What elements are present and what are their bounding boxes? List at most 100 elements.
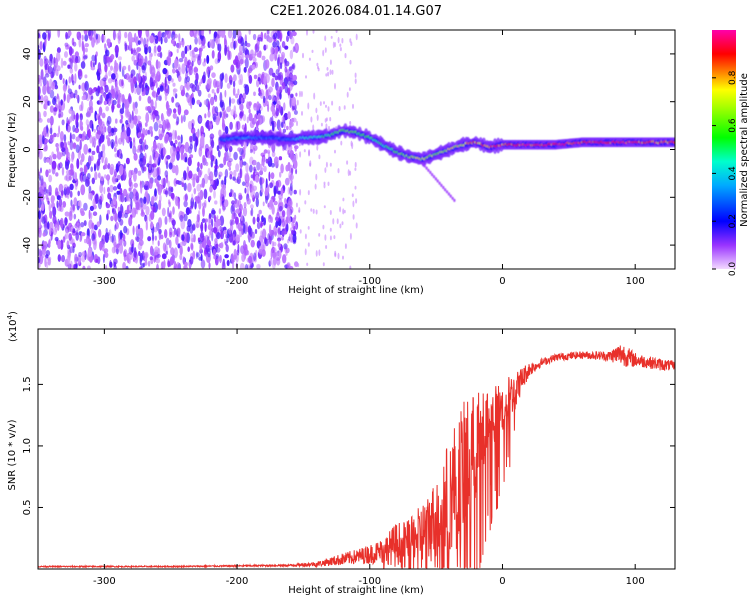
noise-blob (194, 36, 198, 45)
noise-blob (104, 174, 107, 179)
track-tail (438, 181, 441, 185)
noise-blob (207, 150, 211, 159)
noise-blob (269, 229, 272, 237)
noise-blob (279, 205, 283, 212)
noise-blob (176, 151, 180, 161)
noise-blob (49, 115, 54, 126)
x-tick-label: -200 (226, 276, 249, 287)
noise-blob (193, 188, 197, 195)
noise-blob (261, 215, 264, 223)
noise-blob (140, 184, 143, 194)
noise-blob (199, 135, 205, 147)
noise-blob (157, 87, 161, 95)
noise-blob (203, 71, 206, 81)
noise-blob (281, 236, 284, 241)
noise-blob (177, 63, 181, 71)
noise-blob (97, 85, 101, 94)
noise-blob (248, 255, 252, 264)
noise-blob (120, 153, 123, 160)
noise-blob (335, 30, 338, 33)
noise-blob (208, 195, 212, 201)
noise-blob (212, 113, 217, 121)
noise-blob (121, 79, 124, 87)
noise-blob (107, 178, 110, 186)
noise-blob (115, 118, 118, 124)
noise-blob (51, 151, 55, 157)
noise-blob (148, 164, 152, 171)
noise-blob (188, 65, 193, 76)
noise-blob (132, 145, 137, 155)
noise-blob (114, 62, 119, 72)
noise-blob (355, 198, 358, 204)
noise-blob (181, 145, 185, 155)
noise-blob (207, 110, 211, 118)
noise-blob (157, 95, 162, 101)
noise-blob (234, 216, 239, 225)
noise-blob (195, 195, 201, 204)
noise-blob (66, 240, 70, 249)
noise-blob (175, 180, 180, 185)
noise-blob (210, 150, 213, 161)
noise-blob (262, 156, 265, 168)
noise-blob (131, 55, 135, 62)
noise-blob (176, 116, 180, 125)
noise-blob (306, 262, 309, 266)
noise-blob (231, 203, 236, 212)
noise-blob (47, 65, 53, 75)
noise-blob (200, 221, 204, 233)
noise-blob (96, 145, 100, 154)
noise-blob (189, 256, 194, 265)
noise-blob (128, 37, 133, 43)
track-tail (423, 164, 426, 168)
noise-blob (165, 187, 168, 198)
noise-blob (128, 177, 132, 187)
track-tail (440, 183, 443, 187)
noise-blob (73, 197, 78, 207)
noise-blob (126, 126, 131, 137)
noise-blob (226, 106, 232, 113)
noise-blob (342, 197, 345, 202)
noise-blob (114, 212, 118, 223)
noise-blob (119, 229, 123, 240)
noise-blob (349, 59, 352, 65)
noise-blob (61, 119, 65, 126)
noise-blob (145, 30, 150, 38)
noise-blob (198, 47, 203, 52)
noise-blob (117, 206, 121, 212)
colorbar-tick-label: 0.2 (728, 214, 738, 228)
noise-blob (147, 236, 152, 242)
noise-blob (227, 30, 233, 39)
noise-blob (163, 147, 167, 156)
noise-blob (200, 78, 203, 84)
noise-blob (66, 254, 71, 266)
noise-blob (291, 96, 297, 107)
noise-blob (128, 93, 132, 103)
noise-blob (279, 92, 282, 100)
noise-blob (133, 247, 137, 258)
noise-blob (80, 184, 86, 196)
noise-blob (192, 223, 196, 231)
noise-blob (263, 76, 267, 86)
noise-blob (276, 89, 281, 97)
noise-blob (110, 235, 113, 243)
noise-blob (324, 234, 327, 241)
noise-blob (197, 161, 200, 168)
noise-blob (66, 93, 70, 104)
noise-blob (150, 99, 154, 108)
noise-blob (271, 205, 275, 215)
noise-blob (254, 61, 258, 69)
noise-blob (242, 114, 247, 122)
noise-blob (233, 208, 236, 220)
noise-blob (159, 194, 162, 203)
noise-blob (225, 244, 229, 253)
noise-blob (259, 163, 263, 171)
noise-blob (40, 167, 42, 174)
noise-blob (322, 224, 325, 230)
noise-blob (48, 174, 53, 183)
noise-blob (184, 156, 188, 163)
noise-blob (156, 116, 159, 123)
noise-blob (253, 91, 256, 97)
noise-blob (224, 175, 227, 186)
noise-blob (144, 47, 148, 55)
noise-blob (293, 110, 298, 115)
